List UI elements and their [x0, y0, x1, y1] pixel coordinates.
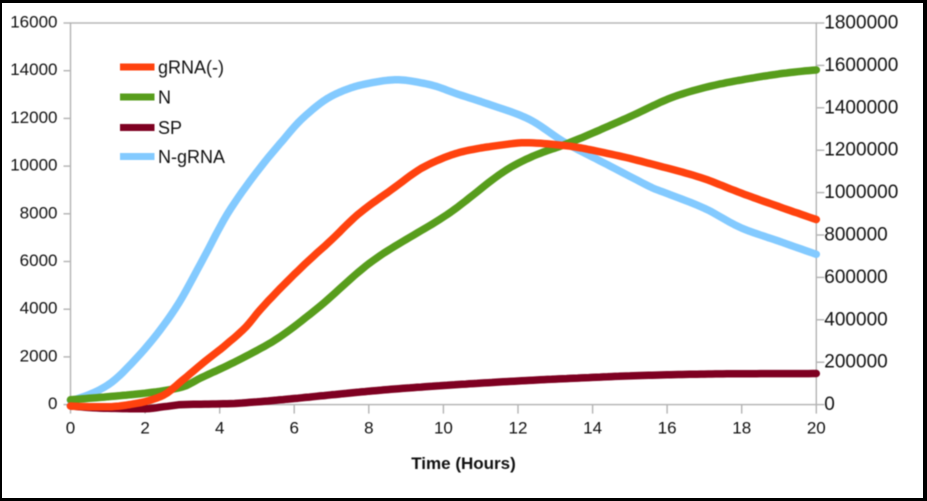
svg-text:N-gRNA: N-gRNA	[158, 147, 225, 167]
svg-text:600000: 600000	[824, 267, 887, 288]
svg-text:0: 0	[48, 394, 57, 413]
svg-text:SP: SP	[158, 118, 182, 138]
svg-text:10: 10	[434, 419, 453, 438]
svg-text:0: 0	[824, 394, 835, 415]
svg-text:14000: 14000	[10, 60, 57, 79]
svg-text:8: 8	[364, 419, 373, 438]
svg-text:0: 0	[66, 419, 75, 438]
svg-text:8000: 8000	[20, 203, 58, 222]
svg-text:12: 12	[509, 419, 528, 438]
svg-text:6: 6	[289, 419, 298, 438]
svg-text:gRNA(-): gRNA(-)	[158, 58, 224, 78]
svg-text:1800000: 1800000	[824, 13, 898, 34]
svg-text:14: 14	[583, 419, 602, 438]
svg-text:200000: 200000	[824, 352, 887, 373]
svg-text:800000: 800000	[824, 225, 887, 246]
svg-text:2: 2	[140, 419, 149, 438]
svg-text:4000: 4000	[20, 299, 58, 318]
svg-text:2000: 2000	[20, 346, 58, 365]
svg-text:1000000: 1000000	[824, 182, 898, 203]
svg-text:12000: 12000	[10, 108, 57, 127]
svg-text:6000: 6000	[20, 251, 58, 270]
svg-text:1200000: 1200000	[824, 140, 898, 161]
svg-text:10000: 10000	[10, 156, 57, 175]
svg-text:20: 20	[807, 419, 826, 438]
svg-text:400000: 400000	[824, 309, 887, 330]
svg-text:16: 16	[658, 419, 677, 438]
svg-text:Time (Hours): Time (Hours)	[411, 454, 516, 473]
svg-text:4: 4	[215, 419, 224, 438]
svg-text:1600000: 1600000	[824, 55, 898, 76]
svg-text:18: 18	[732, 419, 751, 438]
svg-text:1400000: 1400000	[824, 97, 898, 118]
svg-text:N: N	[158, 88, 171, 108]
svg-text:16000: 16000	[10, 13, 57, 32]
